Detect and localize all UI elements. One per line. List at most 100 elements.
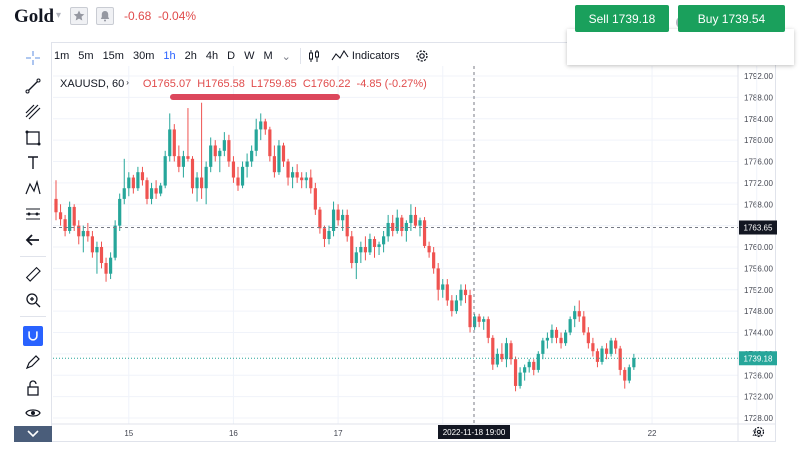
candle bbox=[63, 214, 67, 237]
candles-icon[interactable] bbox=[307, 49, 321, 63]
candle bbox=[350, 230, 354, 269]
interval-d[interactable]: D bbox=[227, 50, 236, 62]
interval-1h[interactable]: 1h bbox=[163, 50, 176, 62]
candle bbox=[291, 166, 295, 189]
candle-body bbox=[236, 177, 240, 186]
zoom-tool[interactable] bbox=[14, 289, 52, 311]
candle bbox=[122, 158, 126, 205]
candle bbox=[582, 311, 586, 336]
candle-body bbox=[140, 172, 145, 181]
candle bbox=[218, 148, 222, 173]
pattern-tool[interactable] bbox=[14, 177, 52, 199]
interval-2h[interactable]: 2h bbox=[184, 50, 197, 62]
candle bbox=[86, 222, 90, 242]
candle bbox=[127, 172, 131, 197]
sell-button[interactable]: Sell 1739.18 bbox=[575, 5, 669, 32]
candle-body bbox=[341, 214, 345, 221]
interval-30m[interactable]: 30m bbox=[132, 50, 155, 62]
date-tick-label: 17 bbox=[334, 429, 343, 438]
candle-body bbox=[350, 236, 354, 264]
symbol-interval[interactable]: XAUUSD, 60 bbox=[60, 78, 125, 90]
candle bbox=[550, 324, 554, 344]
toolbar-divider bbox=[20, 316, 46, 317]
candle bbox=[400, 214, 404, 237]
candle bbox=[168, 113, 172, 162]
candle-body bbox=[259, 121, 263, 130]
candle bbox=[418, 217, 422, 237]
chevron-down-icon[interactable]: ▾ bbox=[56, 10, 62, 21]
last-price-label: 1739.18 bbox=[744, 354, 773, 363]
settings-gear-icon[interactable] bbox=[414, 48, 430, 64]
candle bbox=[99, 241, 104, 269]
candle bbox=[200, 102, 204, 199]
indicators-button[interactable]: Indicators bbox=[351, 50, 400, 62]
candle-body bbox=[245, 161, 249, 167]
candle-body bbox=[391, 222, 395, 231]
interval-5m[interactable]: 5m bbox=[78, 50, 94, 62]
buy-button[interactable]: Buy 1739.54 bbox=[678, 5, 785, 32]
interval-4h[interactable]: 4h bbox=[205, 50, 219, 62]
prediction-tool[interactable] bbox=[14, 203, 52, 225]
candle bbox=[54, 180, 58, 221]
interval-w[interactable]: W bbox=[244, 50, 255, 62]
candle bbox=[577, 300, 581, 322]
candle-body bbox=[186, 156, 190, 159]
candle bbox=[564, 329, 568, 346]
instrument-title: Gold bbox=[14, 6, 55, 27]
candle-body bbox=[104, 263, 108, 274]
ruler-tool[interactable] bbox=[14, 263, 52, 285]
candle-body bbox=[413, 214, 418, 226]
candle bbox=[331, 201, 336, 237]
candle-body bbox=[527, 361, 531, 368]
candle-body bbox=[209, 145, 213, 167]
draw-mode-tool[interactable] bbox=[14, 351, 52, 373]
candle-body bbox=[359, 247, 363, 253]
candle-body bbox=[63, 219, 67, 231]
text-tool[interactable] bbox=[14, 152, 52, 174]
candle bbox=[623, 367, 627, 389]
fib-tool[interactable] bbox=[14, 101, 52, 123]
candle-body bbox=[568, 319, 572, 333]
crosshair-time-label: 2022-11-18 19:00 bbox=[443, 428, 506, 437]
candle-body bbox=[427, 245, 431, 253]
trend-line-tool[interactable] bbox=[14, 75, 52, 97]
candle-body bbox=[409, 214, 413, 223]
crosshair-tool[interactable] bbox=[14, 47, 52, 69]
candle-body bbox=[382, 236, 386, 245]
candle bbox=[300, 172, 304, 189]
magnet-tool[interactable] bbox=[14, 325, 52, 347]
trend-line-icon bbox=[25, 78, 41, 94]
candle bbox=[545, 332, 549, 349]
back-tool[interactable] bbox=[14, 229, 52, 251]
candle-body bbox=[436, 268, 440, 290]
candle bbox=[149, 182, 154, 205]
collapse-toolbar-button[interactable] bbox=[14, 426, 52, 442]
candle-body bbox=[513, 359, 518, 386]
price-tick-label: 1748.00 bbox=[744, 307, 773, 316]
candle-body bbox=[363, 247, 367, 253]
candle bbox=[77, 220, 81, 245]
candle bbox=[527, 359, 531, 373]
candle-body bbox=[595, 351, 600, 362]
favorite-star-button[interactable] bbox=[70, 7, 88, 25]
interval-m[interactable]: M bbox=[263, 50, 273, 62]
candle bbox=[532, 359, 536, 376]
axis-settings-gear-icon[interactable] bbox=[753, 426, 765, 438]
shapes-tool[interactable] bbox=[14, 127, 52, 149]
price-tick-label: 1736.00 bbox=[744, 371, 773, 380]
ohlc-low: L1759.85 bbox=[250, 78, 297, 90]
candle-body bbox=[372, 238, 377, 247]
interval-15m[interactable]: 15m bbox=[102, 50, 124, 62]
candle-body bbox=[377, 244, 381, 247]
candle-body bbox=[154, 188, 158, 194]
interval-more-chevron-icon[interactable]: ⌄ bbox=[281, 50, 291, 63]
alert-bell-button[interactable] bbox=[96, 7, 114, 25]
interval-1m[interactable]: 1m bbox=[54, 50, 70, 62]
visibility-tool[interactable] bbox=[14, 402, 52, 424]
symbol-chevron-icon[interactable]: › bbox=[126, 78, 129, 87]
candle bbox=[227, 134, 231, 167]
candle bbox=[309, 169, 313, 194]
lock-tool[interactable] bbox=[14, 377, 52, 399]
candle-body bbox=[345, 214, 349, 237]
